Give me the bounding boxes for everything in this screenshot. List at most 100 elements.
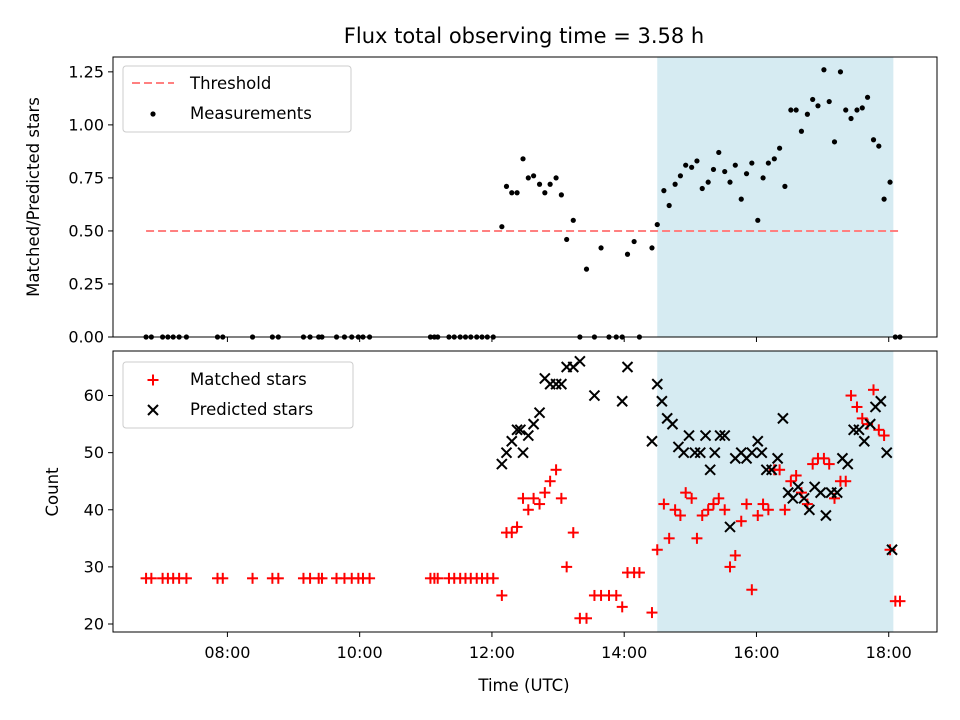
matched-star-point: [432, 572, 444, 584]
x-stroke-b: [808, 481, 821, 493]
x-stroke-b: [752, 435, 764, 447]
measurement-point: [520, 156, 526, 162]
measurement-point: [699, 185, 705, 192]
matched-star-point: [217, 572, 229, 584]
predicted-star-point: [621, 361, 634, 373]
y-tick-label: 40: [84, 500, 104, 519]
measurement-point: [547, 181, 553, 187]
legend-measurements-label: Measurements: [190, 104, 312, 123]
matched-star-point: [680, 487, 692, 499]
matched-star-point: [364, 572, 376, 584]
matched-star-point: [561, 561, 573, 573]
measurement-point: [631, 238, 637, 245]
predicted-star-point: [714, 429, 726, 442]
measurement-point: [649, 245, 655, 251]
x-stroke-b: [514, 424, 527, 436]
x-stroke-b: [814, 486, 827, 499]
measurement-point: [689, 164, 695, 170]
matched-star-point: [633, 567, 645, 579]
matched-star-point: [550, 464, 562, 476]
x-stroke-b: [574, 355, 586, 367]
matched-star-point: [522, 504, 534, 516]
measurement-point: [859, 105, 865, 111]
predicted-star-point: [881, 446, 893, 459]
measurement-point: [666, 202, 672, 209]
matched-star-point: [807, 458, 819, 470]
x-stroke-b: [831, 486, 843, 499]
matched-star-point: [762, 504, 774, 516]
x-stroke-b: [709, 446, 721, 459]
x-stroke-b: [517, 446, 529, 459]
measurement-point: [864, 94, 871, 100]
measurement-point: [661, 188, 667, 194]
predicted-star-point: [719, 429, 731, 442]
measurement-point: [570, 217, 576, 223]
predicted-star-point: [588, 389, 601, 402]
legend-measurements-swatch: [150, 111, 156, 117]
matched-star-point: [517, 492, 529, 504]
matched-star-point: [511, 521, 523, 533]
measurement-point: [683, 162, 689, 168]
measurement-point: [798, 128, 805, 134]
x-stroke-b: [678, 446, 690, 459]
matched-star-point: [702, 504, 714, 516]
x-stroke-b: [616, 395, 628, 407]
bottom-y-axis-label: Count: [43, 467, 62, 517]
predicted-star-point: [514, 424, 527, 436]
measurement-point: [705, 179, 711, 185]
x-tick-label: 12:00: [469, 643, 515, 662]
matched-star-point: [646, 607, 658, 619]
x-stroke-b: [527, 418, 540, 430]
matched-star-point: [651, 544, 663, 556]
x-stroke-b: [511, 424, 523, 436]
predicted-star-point: [656, 395, 668, 407]
matched-star-point: [669, 504, 681, 516]
bottom-axes-frame: [112, 350, 938, 633]
matched-star-point: [873, 424, 885, 436]
matched-star-point: [894, 595, 906, 607]
observing-window-shade: [657, 351, 894, 632]
predicted-star-point: [814, 486, 827, 499]
matched-star-point: [496, 589, 508, 601]
x-stroke-b: [765, 464, 778, 476]
measurement-point: [716, 149, 722, 156]
measurement-point: [530, 173, 537, 179]
measurement-point: [677, 173, 684, 179]
measurement-point: [843, 107, 849, 113]
measurement-point: [831, 139, 838, 145]
measurement-point: [694, 158, 700, 164]
y-tick-label: 20: [84, 615, 104, 634]
predicted-star-point: [694, 446, 706, 459]
matched-star-point: [818, 452, 830, 464]
matched-star-point: [674, 509, 686, 521]
y-tick-label: 0.00: [68, 328, 104, 347]
x-stroke-b: [656, 395, 668, 407]
y-tick-label: 1.25: [68, 62, 104, 81]
matched-star-point: [145, 572, 157, 584]
x-stroke-b: [756, 446, 768, 459]
matched-star-point: [735, 515, 747, 527]
matched-star-point: [757, 498, 769, 510]
y-tick-label: 50: [84, 443, 104, 462]
legend-x: [147, 404, 159, 416]
x-stroke-b: [798, 492, 810, 505]
x-stroke-b: [506, 435, 518, 447]
predicted-star-point: [803, 504, 816, 516]
measurement-point: [804, 111, 810, 117]
matched-star-point: [719, 504, 731, 516]
y-tick-label: 30: [84, 557, 104, 576]
predicted-star-point: [574, 355, 586, 367]
measurement-point: [777, 145, 783, 151]
matched-star-point: [868, 384, 880, 396]
matched-star-point: [247, 572, 259, 584]
x-stroke-b: [651, 378, 663, 390]
predicted-star-point: [756, 446, 768, 459]
matched-star-point: [180, 572, 192, 584]
measurement-point: [788, 107, 794, 113]
matched-star-point: [696, 509, 708, 521]
x-stroke-b: [588, 389, 601, 402]
matched-star-point: [746, 584, 758, 596]
matched-star-point: [856, 412, 868, 424]
x-stroke-b: [777, 412, 789, 425]
matched-star-point: [616, 601, 628, 613]
